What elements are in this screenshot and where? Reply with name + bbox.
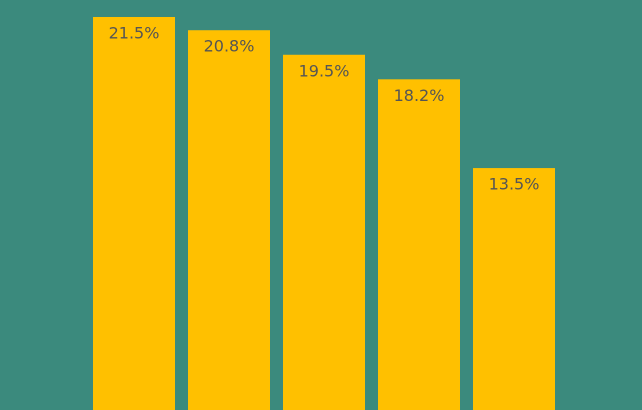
value-label: 20.8% <box>204 37 255 56</box>
bar <box>93 16 175 410</box>
bar <box>283 54 365 410</box>
value-label: 21.5% <box>109 23 160 42</box>
value-label: 19.5% <box>299 61 350 80</box>
value-label: 18.2% <box>394 86 445 105</box>
bar <box>188 30 270 410</box>
value-label: 13.5% <box>489 175 540 194</box>
bar <box>378 79 460 410</box>
bar <box>473 168 555 410</box>
